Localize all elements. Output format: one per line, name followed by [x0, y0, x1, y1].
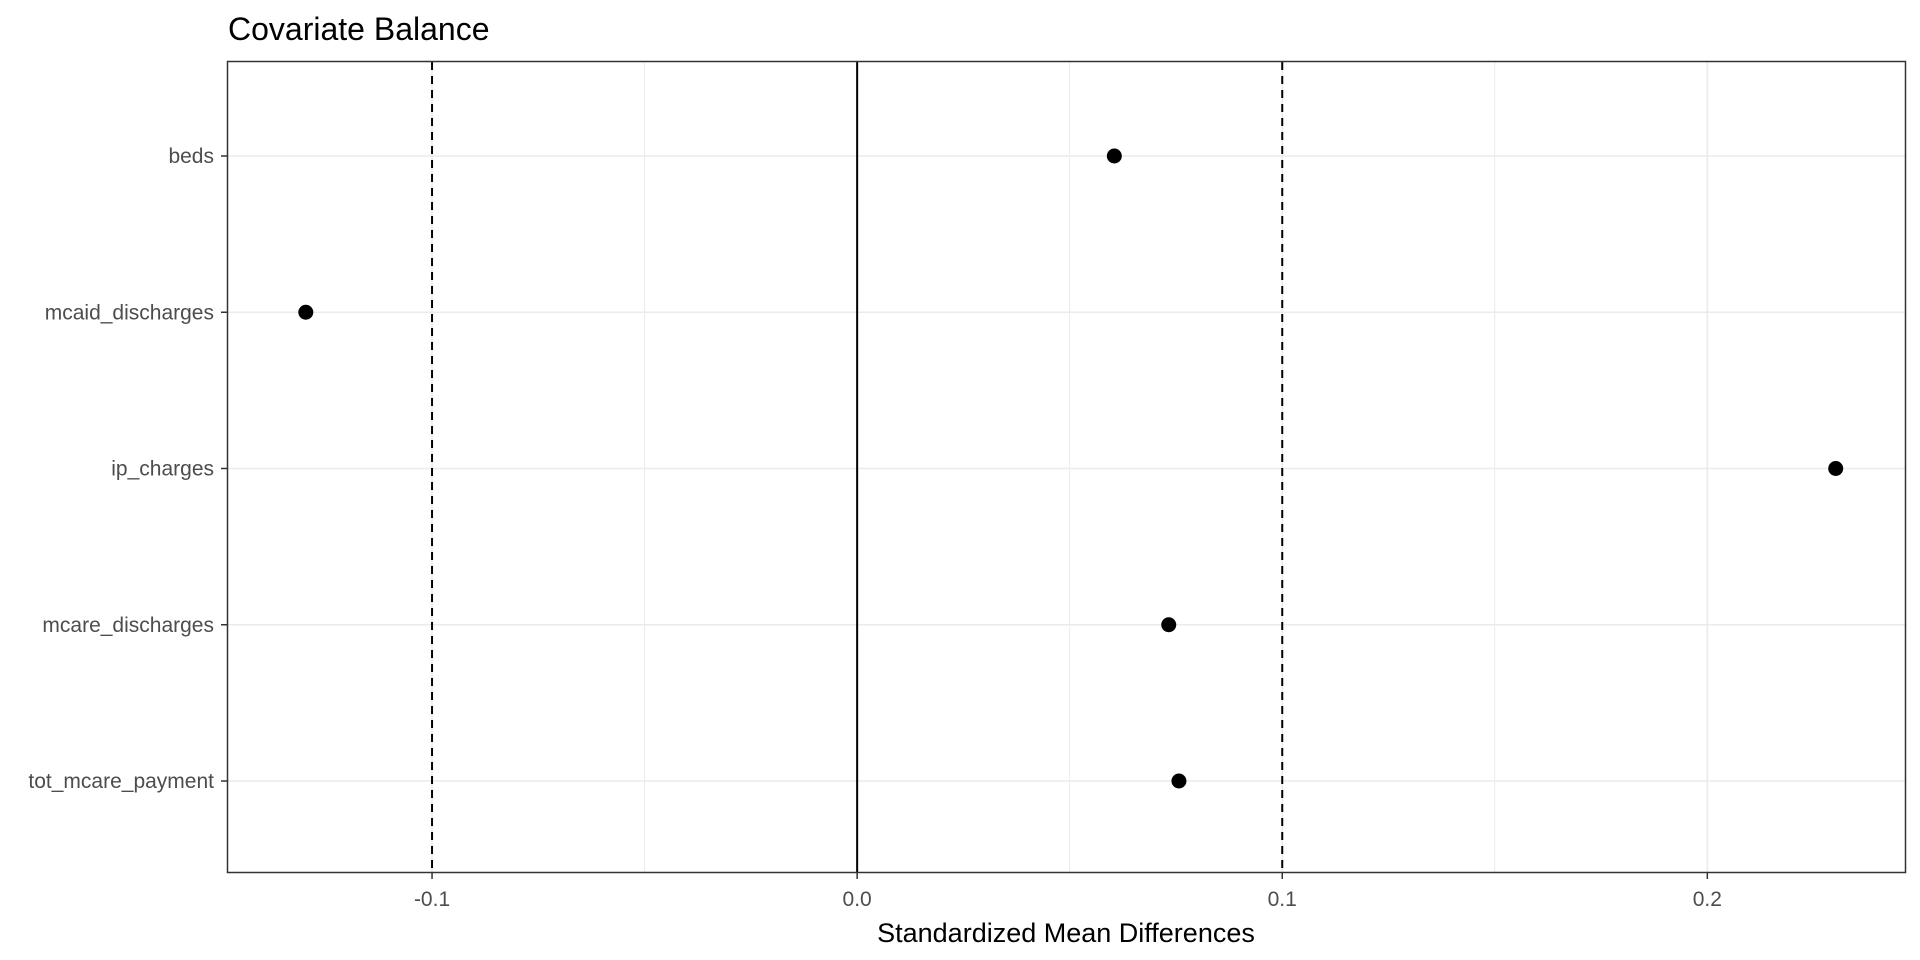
x-tick-label-1: 0.0 [843, 888, 872, 911]
x-tick-label-0: -0.1 [414, 888, 450, 911]
x-tick-label-2: 0.1 [1268, 888, 1297, 911]
x-axis-title: Standardized Mean Differences [877, 918, 1255, 948]
y-tick-label-tot_mcare_payment: tot_mcare_payment [28, 770, 214, 793]
reference-lines [431, 62, 1284, 872]
x-tick-label-3: 0.2 [1693, 888, 1722, 911]
point-tot_mcare_payment [1171, 773, 1187, 789]
chart-title: Covariate Balance [228, 11, 489, 47]
y-tick-label-beds: beds [168, 145, 214, 168]
y-axis-ticks: beds mcaid_discharges ip_charges mcare_disc… [28, 145, 228, 793]
point-mcare_discharges [1161, 617, 1177, 633]
y-tick-label-mcaid_discharges: mcaid_discharges [45, 301, 214, 324]
data-points [298, 148, 1844, 789]
minor-grid-lines [644, 62, 1496, 872]
point-ip_charges [1828, 461, 1844, 476]
point-beds [1106, 148, 1122, 164]
y-tick-label-mcare_discharges: mcare_discharges [42, 614, 214, 637]
point-mcaid_discharges [298, 304, 314, 320]
x-axis-ticks: -0.1 0.0 0.1 0.2 [414, 872, 1722, 911]
panel-border [226, 60, 1907, 874]
major-grid-lines [228, 62, 1905, 872]
y-tick-label-ip_charges: ip_charges [111, 458, 214, 481]
